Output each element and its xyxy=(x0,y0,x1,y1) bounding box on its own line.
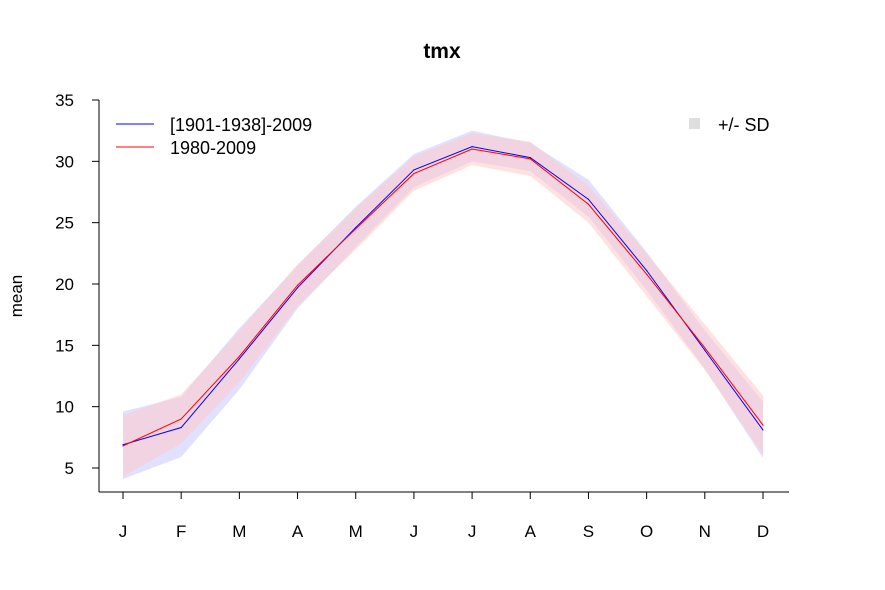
data-point-series-2 xyxy=(762,424,764,426)
series-line-2 xyxy=(122,148,764,447)
sd-bands xyxy=(123,130,763,480)
chart-title: tmx xyxy=(423,40,461,63)
data-point-series-1 xyxy=(704,349,706,351)
y-tick-label: 15 xyxy=(55,336,74,355)
data-point-series-1 xyxy=(471,146,473,148)
data-point-series-2 xyxy=(122,445,124,447)
legend-label-sd: +/- SD xyxy=(718,115,770,135)
y-tick-label: 10 xyxy=(55,398,74,417)
data-point-series-2 xyxy=(238,355,240,357)
legend-label-series-2: 1980-2009 xyxy=(170,138,256,158)
data-point-series-1 xyxy=(413,169,415,171)
y-axis-label: mean xyxy=(7,275,26,318)
axes: 5 10 15 20 25 30 35 J F M A M J J A S O N D xyxy=(55,91,789,541)
legend: [1901-1938]-2009 1980-2009 +/- SD xyxy=(116,115,770,158)
y-tick-label: 25 xyxy=(55,214,74,233)
y-tick-label: 30 xyxy=(55,152,74,171)
legend-label-series-1: [1901-1938]-2009 xyxy=(170,115,312,135)
data-point-series-2 xyxy=(296,284,299,286)
series-lines xyxy=(122,146,764,447)
x-tick-label: D xyxy=(757,522,769,541)
x-tick-label: J xyxy=(119,522,128,541)
data-point-series-1 xyxy=(122,444,124,446)
data-point-series-2 xyxy=(180,418,182,420)
x-tick-label: A xyxy=(525,522,537,541)
data-point-series-2 xyxy=(646,273,648,275)
data-point-series-2 xyxy=(355,228,357,230)
data-point-series-1 xyxy=(587,198,590,200)
x-tick-label: O xyxy=(640,522,653,541)
data-point-series-2 xyxy=(704,347,706,349)
legend-swatch-sd xyxy=(689,118,700,129)
data-point-series-1 xyxy=(762,429,764,431)
data-point-series-2 xyxy=(471,148,473,150)
x-tick-label: A xyxy=(292,522,304,541)
data-point-series-2 xyxy=(587,203,590,205)
y-tick-label: 35 xyxy=(55,91,74,110)
data-point-series-1 xyxy=(529,157,531,159)
x-tick-label: M xyxy=(232,522,246,541)
data-point-series-2 xyxy=(529,158,531,160)
series-line-1 xyxy=(122,146,764,446)
data-point-series-1 xyxy=(180,426,182,429)
x-tick-label: J xyxy=(410,522,419,541)
x-tick-label: S xyxy=(583,522,594,541)
data-point-series-1 xyxy=(238,358,240,360)
y-tick-label: 5 xyxy=(65,459,74,478)
x-tick-label: M xyxy=(349,522,363,541)
x-tick-label: J xyxy=(468,522,477,541)
y-tick-label: 20 xyxy=(55,275,74,294)
data-point-series-1 xyxy=(646,269,648,272)
sd-band-series-2 xyxy=(123,133,763,477)
data-point-series-1 xyxy=(296,287,299,289)
x-tick-label: F xyxy=(176,522,186,541)
data-point-series-2 xyxy=(413,173,415,175)
x-tick-label: N xyxy=(699,522,711,541)
